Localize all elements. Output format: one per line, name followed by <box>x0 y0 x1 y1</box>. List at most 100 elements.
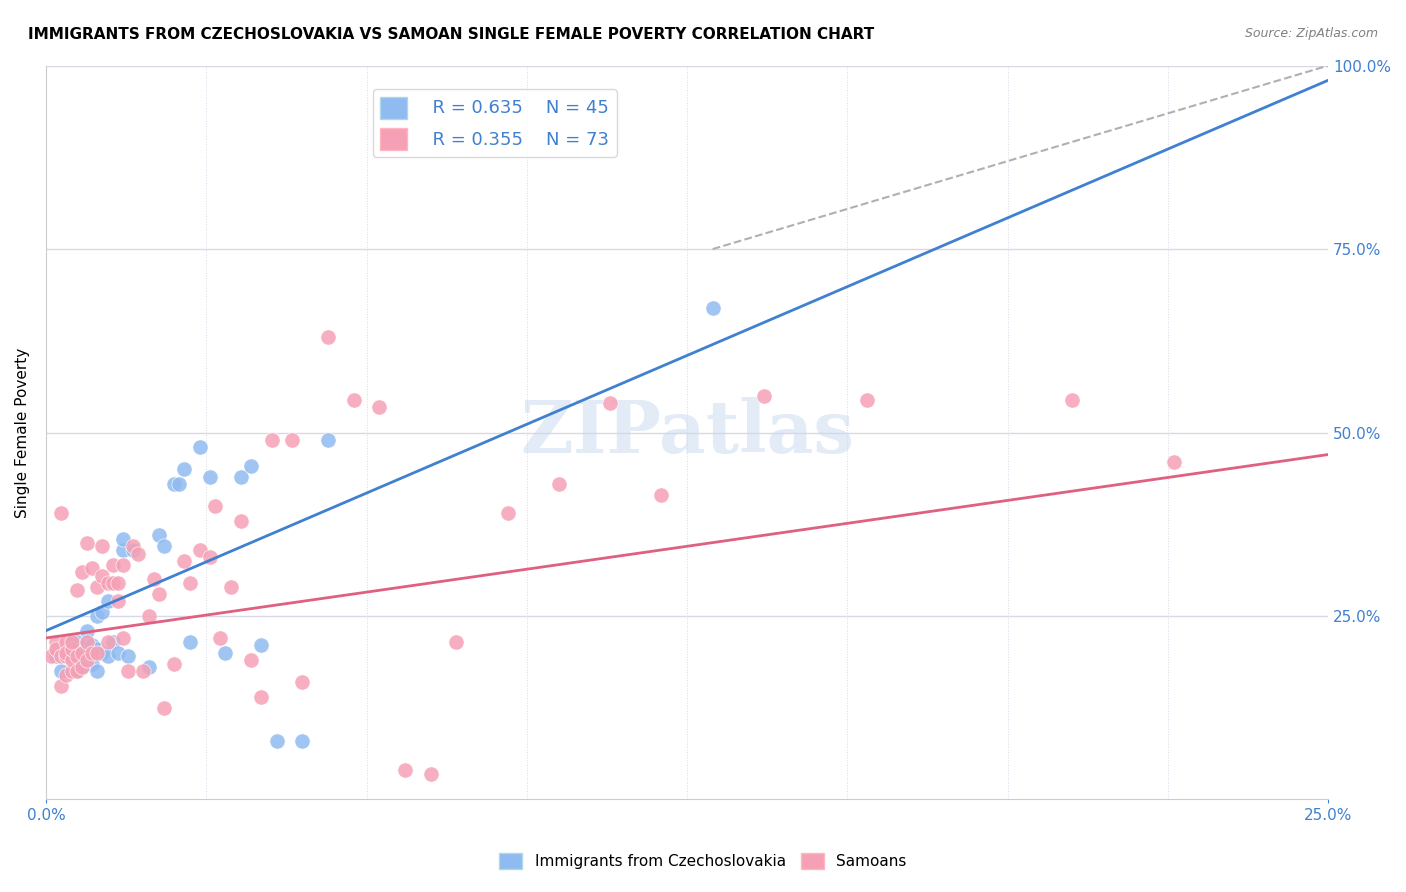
Point <box>51 649 73 664</box>
Point <box>111 543 134 558</box>
Point <box>138 660 160 674</box>
Point <box>107 594 129 608</box>
Point <box>91 646 114 660</box>
Point <box>70 565 93 579</box>
Point <box>547 476 569 491</box>
Point <box>179 634 201 648</box>
Point <box>752 389 775 403</box>
Text: ZIPatlas: ZIPatlas <box>520 397 853 468</box>
Point <box>66 583 89 598</box>
Point <box>855 392 877 407</box>
Point <box>86 642 108 657</box>
Point <box>204 499 226 513</box>
Point <box>1163 455 1185 469</box>
Point <box>117 649 139 664</box>
Point <box>138 609 160 624</box>
Point <box>60 638 83 652</box>
Point <box>55 649 77 664</box>
Point <box>316 330 339 344</box>
Point <box>55 646 77 660</box>
Point <box>153 539 176 553</box>
Point <box>51 506 73 520</box>
Point <box>107 576 129 591</box>
Point <box>111 532 134 546</box>
Point <box>76 653 98 667</box>
Point <box>163 476 186 491</box>
Text: IMMIGRANTS FROM CZECHOSLOVAKIA VS SAMOAN SINGLE FEMALE POVERTY CORRELATION CHART: IMMIGRANTS FROM CZECHOSLOVAKIA VS SAMOAN… <box>28 27 875 42</box>
Point <box>91 605 114 619</box>
Point <box>55 667 77 681</box>
Point <box>82 561 104 575</box>
Point <box>96 649 118 664</box>
Legend:   R = 0.635    N = 45,   R = 0.355    N = 73: R = 0.635 N = 45, R = 0.355 N = 73 <box>373 89 617 157</box>
Point <box>394 763 416 777</box>
Point <box>281 433 304 447</box>
Point <box>496 506 519 520</box>
Point <box>316 433 339 447</box>
Point <box>76 624 98 638</box>
Point <box>122 539 145 553</box>
Point <box>446 634 468 648</box>
Point <box>45 642 67 657</box>
Point <box>188 440 211 454</box>
Point <box>198 469 221 483</box>
Point <box>214 646 236 660</box>
Point <box>86 664 108 678</box>
Point <box>240 458 263 473</box>
Point <box>86 646 108 660</box>
Point <box>39 649 62 664</box>
Point <box>250 638 273 652</box>
Point <box>650 488 672 502</box>
Point <box>1060 392 1083 407</box>
Point <box>101 634 124 648</box>
Point <box>60 634 83 648</box>
Point <box>60 653 83 667</box>
Point <box>142 572 165 586</box>
Point <box>55 634 77 648</box>
Point <box>419 766 441 780</box>
Point <box>70 646 93 660</box>
Point <box>82 646 104 660</box>
Point <box>148 528 170 542</box>
Point <box>702 301 724 315</box>
Point <box>209 631 232 645</box>
Point <box>169 476 191 491</box>
Point <box>45 649 67 664</box>
Point <box>368 400 391 414</box>
Point <box>117 664 139 678</box>
Point <box>82 657 104 671</box>
Point <box>76 634 98 648</box>
Point <box>60 664 83 678</box>
Point <box>66 664 89 678</box>
Point <box>111 631 134 645</box>
Point <box>122 543 145 558</box>
Point <box>82 638 104 652</box>
Point <box>229 469 252 483</box>
Point <box>188 543 211 558</box>
Point <box>111 558 134 572</box>
Point <box>173 462 195 476</box>
Point <box>76 634 98 648</box>
Point <box>45 634 67 648</box>
Point <box>70 660 93 674</box>
Legend: Immigrants from Czechoslovakia, Samoans: Immigrants from Czechoslovakia, Samoans <box>494 847 912 875</box>
Y-axis label: Single Female Poverty: Single Female Poverty <box>15 347 30 517</box>
Point <box>66 634 89 648</box>
Point <box>60 649 83 664</box>
Point <box>91 568 114 582</box>
Point <box>260 433 283 447</box>
Point <box>96 576 118 591</box>
Point <box>148 587 170 601</box>
Text: Source: ZipAtlas.com: Source: ZipAtlas.com <box>1244 27 1378 40</box>
Point <box>107 646 129 660</box>
Point <box>66 649 89 664</box>
Point <box>229 514 252 528</box>
Point <box>86 609 108 624</box>
Point <box>101 558 124 572</box>
Point <box>127 547 149 561</box>
Point <box>163 657 186 671</box>
Point <box>76 535 98 549</box>
Point <box>132 664 155 678</box>
Point <box>291 675 314 690</box>
Point <box>153 700 176 714</box>
